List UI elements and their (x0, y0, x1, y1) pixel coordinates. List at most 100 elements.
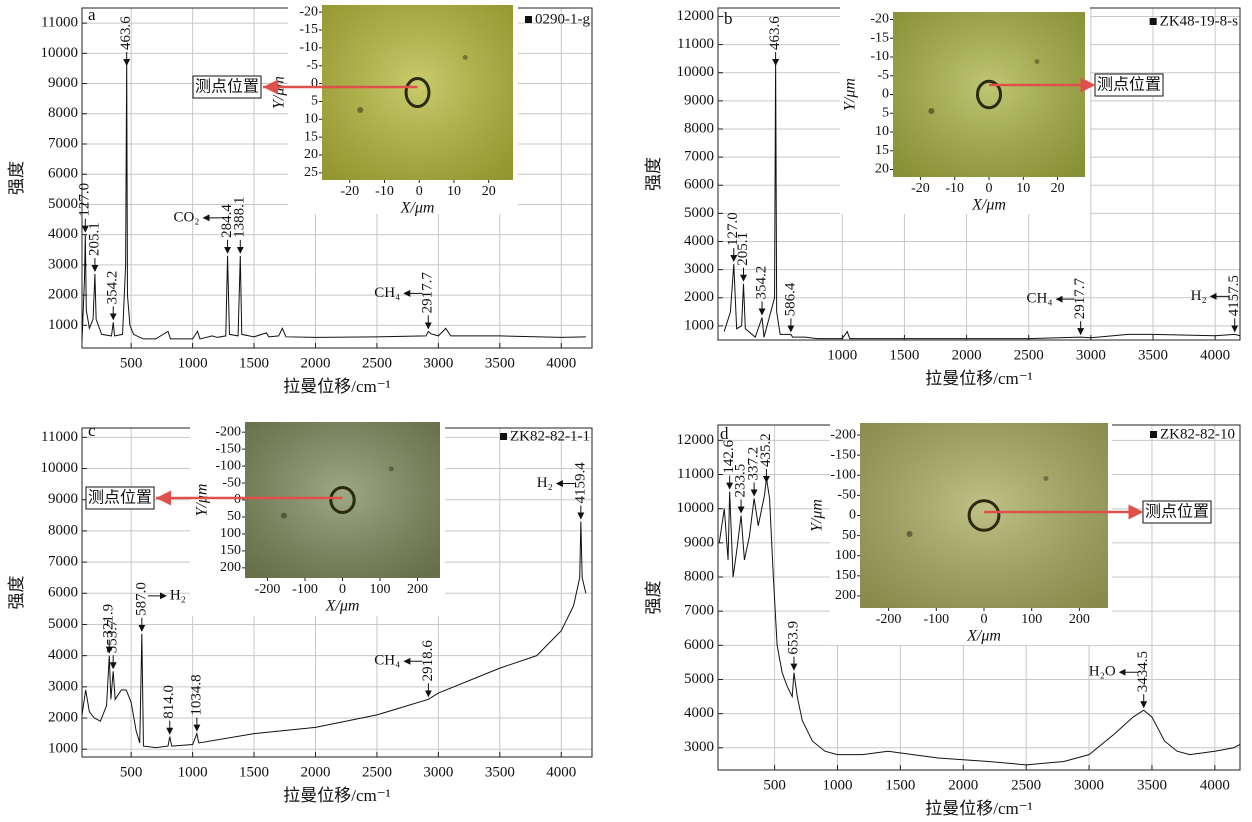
inset-y-tick-label: 0 (882, 87, 889, 102)
x-tick-label: 500 (120, 355, 143, 371)
inset-y-tick-label: -100 (830, 468, 856, 483)
inset: -20 -10 0 10 20 -20 -15 -10 -5 0 5 10 15 20 X/μm Y/μm 测点… (840, 0, 1164, 214)
inset-y-tick-label: 150 (835, 568, 856, 583)
inset-x-tick-label: 0 (986, 181, 993, 196)
y-tick-label: 8000 (48, 522, 78, 538)
marker-label: 测点位置 (1097, 75, 1161, 94)
x-axis-label: 拉曼位移/cm⁻¹ (925, 799, 1033, 818)
peak-label: 354.2 (753, 266, 769, 300)
peak-label: 205.1 (86, 222, 102, 256)
inset-y-tick-label: 15 (304, 129, 318, 144)
spot (1034, 59, 1040, 64)
y-tick-label: 1000 (684, 317, 714, 333)
peak-label: 814.0 (161, 685, 177, 719)
x-tick-label: 4000 (546, 355, 576, 371)
inset-y-label: Y/μm (842, 78, 859, 111)
legend-label: 0290-1-g (535, 11, 590, 27)
x-tick-label: 1500 (239, 355, 269, 371)
x-tick-label: 4000 (1200, 347, 1230, 363)
species-label: CH₄ (374, 653, 400, 669)
peak-label: 142.6 (721, 439, 737, 473)
y-tick-label: 4000 (684, 705, 714, 721)
inset-y-tick-label: 25 (304, 165, 318, 180)
y-tick-label: 9000 (684, 534, 714, 550)
inset-x-tick-label: 20 (482, 184, 496, 199)
inset-y-tick-label: 200 (220, 560, 241, 575)
x-tick-label: 2500 (362, 764, 392, 780)
y-tick-label: 11000 (41, 429, 78, 445)
inset-y-tick-label: 0 (234, 492, 241, 507)
marker-label: 测点位置 (195, 77, 259, 96)
inset-x-tick-label: -10 (945, 181, 964, 196)
x-axis-label: 拉曼位移/cm⁻¹ (925, 369, 1033, 388)
inset-shade (245, 422, 440, 578)
x-tick-label: 4000 (1200, 777, 1230, 793)
species-label: H₂ (1191, 288, 1207, 304)
panel-letter: a (88, 5, 96, 24)
inset-x-tick-label: -20 (340, 184, 359, 199)
inclusion (404, 77, 431, 108)
inset-y-tick-label: 50 (227, 509, 241, 524)
inset-y-label: Y/μm (809, 499, 826, 532)
inset-x-tick-label: -200 (255, 582, 281, 597)
inset-y-tick-label: -100 (215, 458, 241, 473)
x-axis-label: 拉曼位移/cm⁻¹ (283, 377, 391, 396)
y-tick-label: 3000 (48, 678, 78, 694)
y-tick-label: 11000 (41, 15, 78, 31)
y-tick-label: 3000 (684, 739, 714, 755)
spot (928, 108, 935, 114)
y-tick-label: 2000 (48, 287, 78, 303)
y-tick-label: 3000 (684, 261, 714, 277)
x-tick-label: 500 (763, 777, 786, 793)
inset-x-tick-label: 0 (339, 582, 346, 597)
y-tick-label: 8000 (48, 105, 78, 121)
peak-label: 586.4 (782, 282, 798, 316)
species-label: H₂ (537, 475, 553, 491)
x-tick-label: 3000 (1074, 777, 1104, 793)
species-label: H₂O (1089, 664, 1116, 680)
spot (281, 512, 287, 519)
peak-label: 1034.8 (188, 674, 204, 715)
peak-label: 653.9 (785, 621, 801, 655)
y-tick-label: 6000 (684, 637, 714, 653)
inset-y-tick-label: 15 (875, 143, 889, 158)
inset-y-tick-label: -15 (870, 30, 889, 45)
marker-label: 测点位置 (88, 488, 152, 507)
inset-x-tick-label: -100 (292, 582, 318, 597)
inset-x-tick-label: 20 (1051, 181, 1065, 196)
x-tick-label: 2000 (300, 355, 330, 371)
inset-y-tick-label: 50 (842, 528, 856, 543)
y-tick-label: 3000 (48, 256, 78, 272)
inset-x-tick-label: 10 (1016, 181, 1030, 196)
y-tick-label: 4000 (48, 647, 78, 663)
x-tick-label: 3500 (1138, 347, 1168, 363)
inset-y-tick-label: 0 (849, 508, 856, 523)
legend-swatch (500, 433, 508, 440)
peak-label: 587.0 (133, 582, 149, 616)
x-tick-label: 1000 (178, 355, 208, 371)
legend-swatch (1149, 18, 1157, 25)
peak-label: 127.0 (77, 183, 93, 217)
panel: 1000200030004000500060007000800090001000… (7, 5, 593, 396)
x-tick-label: 3000 (423, 764, 453, 780)
x-tick-label: 1000 (178, 764, 208, 780)
y-tick-label: 7000 (684, 603, 714, 619)
y-axis-label: 强度 (644, 157, 663, 191)
x-tick-label: 3000 (423, 355, 453, 371)
inset-y-tick-label: -150 (830, 447, 856, 462)
y-tick-label: 2000 (684, 289, 714, 305)
y-tick-label: 2000 (48, 709, 78, 725)
y-tick-label: 1000 (48, 317, 78, 333)
peak-label: 354.2 (105, 271, 121, 305)
y-tick-label: 7000 (48, 135, 78, 151)
panel-letter: c (88, 421, 96, 440)
inset-shade (322, 5, 513, 180)
x-tick-label: 4000 (546, 764, 576, 780)
y-tick-label: 12000 (677, 432, 715, 448)
spot (462, 55, 468, 60)
inset-x-label: X/μm (400, 200, 435, 217)
inset-y-tick-label: 100 (835, 548, 856, 563)
peak-label: 4159.4 (572, 462, 588, 504)
inset-y-tick-label: 20 (304, 147, 318, 162)
